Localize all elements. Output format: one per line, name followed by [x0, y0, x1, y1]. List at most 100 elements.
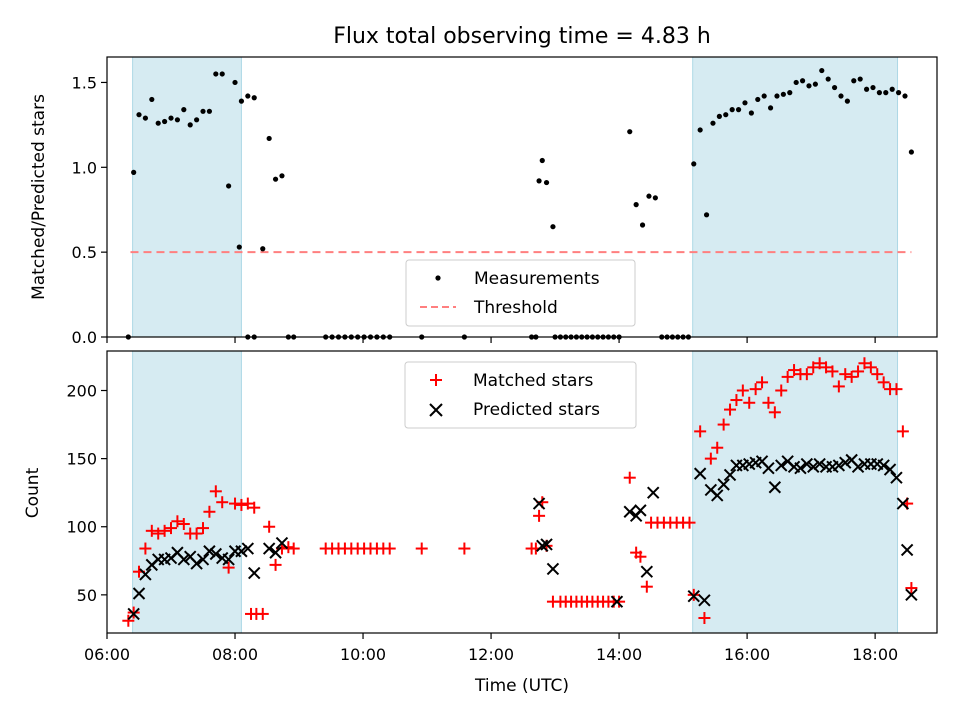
- predicted-star-point: [190, 557, 203, 570]
- measurement-point: [652, 195, 658, 201]
- measurement-point: [787, 90, 793, 96]
- measurement-point: [799, 78, 806, 84]
- predicted-star-point: [139, 568, 152, 581]
- matched-star-point: [756, 376, 769, 389]
- matched-star-point: [905, 582, 918, 595]
- matched-star-point: [877, 376, 890, 389]
- measurement-point: [539, 157, 545, 164]
- matched-star-point: [623, 471, 636, 484]
- top-legend: Measurements Threshold: [405, 259, 636, 327]
- legend-matched-label: Matched stars: [473, 371, 593, 391]
- top-y-axis-label: Matched/Predicted stars: [29, 94, 49, 300]
- measurement-point: [232, 79, 238, 86]
- matched-star-point: [896, 425, 909, 438]
- predicted-star-point: [196, 553, 210, 566]
- legend-predicted-marker: [429, 403, 443, 417]
- measurement-point: [219, 71, 225, 77]
- matched-star-point: [826, 365, 839, 378]
- matched-star-point: [845, 370, 858, 383]
- measurement-point: [238, 98, 245, 104]
- measurement-point: [767, 105, 774, 111]
- predicted-star-point: [832, 459, 846, 472]
- predicted-star-point: [877, 459, 890, 472]
- matched-star-point: [775, 384, 788, 397]
- measurement-point: [748, 110, 754, 116]
- predicted-star-point: [532, 497, 546, 510]
- measurement-point: [142, 115, 149, 121]
- bottom-legend: Matched stars Predicted stars: [404, 361, 637, 429]
- matched-star-point: [256, 607, 269, 620]
- matched-star-point: [263, 520, 276, 533]
- predicted-star-point: [540, 538, 553, 551]
- measurement-point: [902, 93, 908, 99]
- matched-star-point: [533, 509, 546, 522]
- matched-star-point: [800, 368, 813, 381]
- matched-star-point: [177, 518, 190, 531]
- predicted-star-point: [623, 505, 636, 518]
- predicted-star-point: [269, 546, 282, 559]
- x-tick-label: 06:00: [84, 645, 130, 664]
- measurement-point: [168, 115, 174, 121]
- measurement-point: [279, 173, 285, 179]
- measurement-point: [251, 95, 257, 101]
- measurement-point: [697, 127, 703, 133]
- predicted-star-point: [546, 562, 560, 576]
- matched-star-point: [235, 498, 248, 511]
- predicted-star-point: [768, 481, 782, 494]
- measurement-point: [194, 117, 200, 123]
- matched-star-point: [730, 394, 743, 407]
- matched-star-point: [287, 542, 300, 555]
- matched-star-point: [269, 558, 282, 571]
- matched-star-point: [248, 501, 261, 514]
- measurement-point: [633, 202, 639, 208]
- predicted-star-point: [640, 565, 654, 578]
- measurement-point: [806, 83, 812, 89]
- matched-star-point: [197, 522, 210, 535]
- matched-star-point: [736, 384, 749, 397]
- predicted-star-point: [800, 457, 814, 471]
- predicted-star-point: [905, 588, 918, 602]
- measurement-point: [876, 90, 882, 96]
- matched-star-point: [241, 497, 254, 510]
- measurement-point: [213, 71, 219, 77]
- measurement-point: [236, 244, 242, 250]
- matched-star-point: [839, 368, 852, 381]
- top-y-tick-label: 1.5: [72, 73, 97, 92]
- matched-star-point: [717, 418, 730, 431]
- predicted-star-point: [275, 536, 289, 550]
- x-tick-label: 16:00: [724, 645, 770, 664]
- matched-star-point: [222, 561, 235, 574]
- matched-star-point: [640, 580, 653, 593]
- predicted-star-point: [536, 539, 549, 553]
- predicted-star-point: [634, 504, 647, 517]
- measurement-point: [889, 86, 895, 92]
- top-shaded-interval: [692, 56, 899, 338]
- top-panel: 0.0 0.5 1.0 1.5 Matched/Predicted stars Mea…: [29, 56, 938, 347]
- measurement-point: [729, 107, 735, 113]
- matched-star-point: [762, 396, 775, 409]
- predicted-star-point: [839, 456, 852, 469]
- top-shaded-interval: [132, 56, 242, 338]
- measurement-point: [200, 108, 206, 114]
- measurement-point: [149, 96, 155, 103]
- x-tick-label: 12:00: [468, 645, 514, 664]
- bottom-panel: 50 100 150 200 06:00 08:00 10:00 12:00 14:00 16:…: [23, 350, 938, 696]
- matched-star-point: [749, 383, 762, 396]
- matched-star-point: [858, 357, 871, 370]
- measurement-point: [646, 193, 652, 199]
- matched-star-point: [275, 542, 288, 555]
- measurement-point: [155, 120, 161, 126]
- measurement-point: [825, 76, 831, 82]
- matched-star-point: [122, 614, 135, 627]
- predicted-star-point: [132, 587, 146, 600]
- measurement-point: [550, 224, 556, 230]
- top-y-tick-label: 1.0: [72, 158, 97, 177]
- measurement-point: [742, 100, 748, 106]
- measurement-point: [710, 120, 716, 126]
- matched-star-point: [634, 550, 647, 563]
- predicted-star-point: [883, 463, 897, 476]
- measurement-point: [831, 84, 838, 91]
- chart-title: Flux total observing time = 4.83 h: [333, 24, 711, 49]
- measurement-point: [245, 93, 251, 99]
- predicted-star-point: [262, 542, 276, 555]
